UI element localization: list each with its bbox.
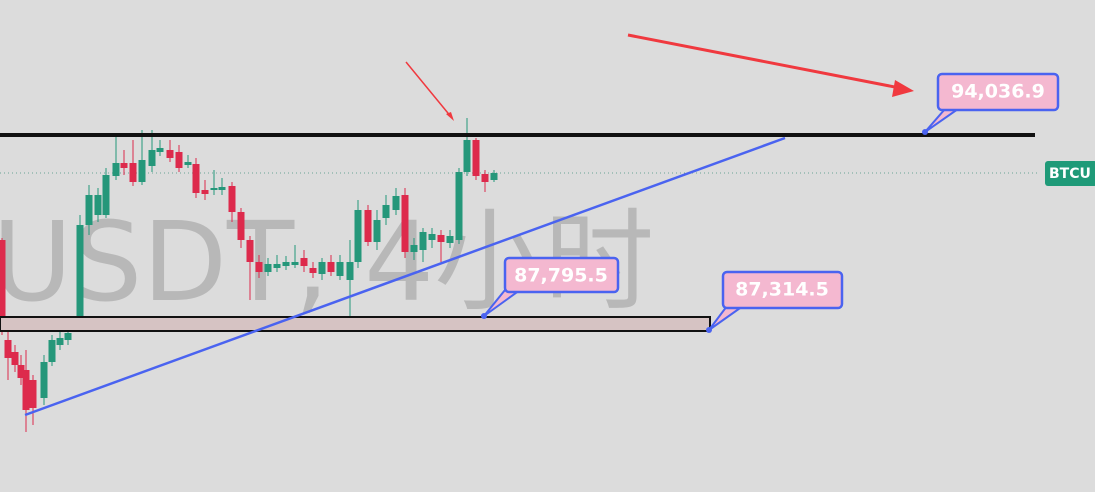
candle-body	[246, 240, 254, 262]
symbol-tag	[1045, 161, 1095, 186]
candle-body	[48, 340, 56, 362]
candle-body	[64, 333, 72, 340]
callout-anchor	[706, 327, 712, 333]
candle-body	[11, 352, 19, 365]
callout-box	[503, 256, 620, 294]
candle-body	[410, 245, 418, 252]
candle-body	[490, 173, 498, 180]
candle-body	[282, 262, 290, 266]
candle-body	[346, 262, 354, 280]
candle-body	[148, 150, 156, 166]
candle-body	[102, 175, 110, 215]
candle-body	[112, 163, 120, 176]
candle-body	[472, 140, 480, 176]
candle-body	[318, 262, 326, 274]
candles	[0, 118, 498, 432]
price-label: 87,314.5	[735, 279, 829, 301]
candle-body	[419, 232, 427, 250]
candle-body	[0, 240, 6, 330]
candle-body	[382, 205, 390, 218]
candle-body	[364, 210, 372, 242]
candle-body	[291, 262, 299, 265]
candle-body	[354, 210, 362, 262]
arrow-small-head	[446, 112, 454, 121]
candle-body	[428, 234, 436, 240]
candle-body	[401, 195, 409, 252]
candle-body	[192, 164, 200, 193]
candle-body	[218, 187, 226, 190]
candle-body	[4, 340, 12, 358]
candle-body	[392, 196, 400, 210]
price-label: 94,036.9	[951, 81, 1045, 103]
candle-body	[56, 338, 64, 345]
candle-body	[481, 174, 489, 182]
callout-box	[936, 72, 1060, 112]
candle-body	[120, 163, 128, 168]
candle-body	[175, 152, 183, 168]
candle-body	[255, 262, 263, 272]
support-zone	[0, 316, 711, 332]
candle-body	[228, 186, 236, 212]
symbol-tag-text: BTCU	[1049, 166, 1091, 182]
candle-body	[463, 140, 471, 172]
candle-body	[138, 160, 146, 182]
candle-body	[300, 258, 308, 266]
callout-anchor	[922, 129, 928, 135]
candle-body	[22, 370, 30, 410]
candle-body	[455, 172, 463, 240]
candle-body	[309, 268, 317, 273]
trend-line	[24, 136, 786, 417]
candle-body	[156, 148, 164, 152]
candle-body	[264, 264, 272, 272]
candle-body	[336, 262, 344, 276]
callout-box	[721, 270, 844, 310]
candle-body	[76, 225, 84, 330]
candle-body	[17, 365, 25, 378]
arrow-shaft	[627, 33, 901, 90]
candle-body	[210, 188, 218, 190]
callout-anchor	[481, 313, 487, 319]
candle-body	[437, 235, 445, 242]
candle-body	[373, 220, 381, 242]
candle-body	[273, 264, 281, 268]
candle-body	[94, 195, 102, 215]
arrow-small	[405, 61, 453, 119]
arrow-head	[892, 80, 914, 97]
candle-body	[129, 163, 137, 182]
candle-body	[85, 195, 93, 225]
candle-body	[201, 190, 209, 194]
candle-body	[29, 380, 37, 408]
price-label: 87,795.5	[514, 265, 608, 287]
candle-body	[446, 236, 454, 243]
candle-body	[237, 212, 245, 240]
candle-body	[40, 362, 48, 398]
candle-body	[166, 150, 174, 158]
candle-body	[184, 162, 192, 165]
candle-body	[327, 262, 335, 272]
